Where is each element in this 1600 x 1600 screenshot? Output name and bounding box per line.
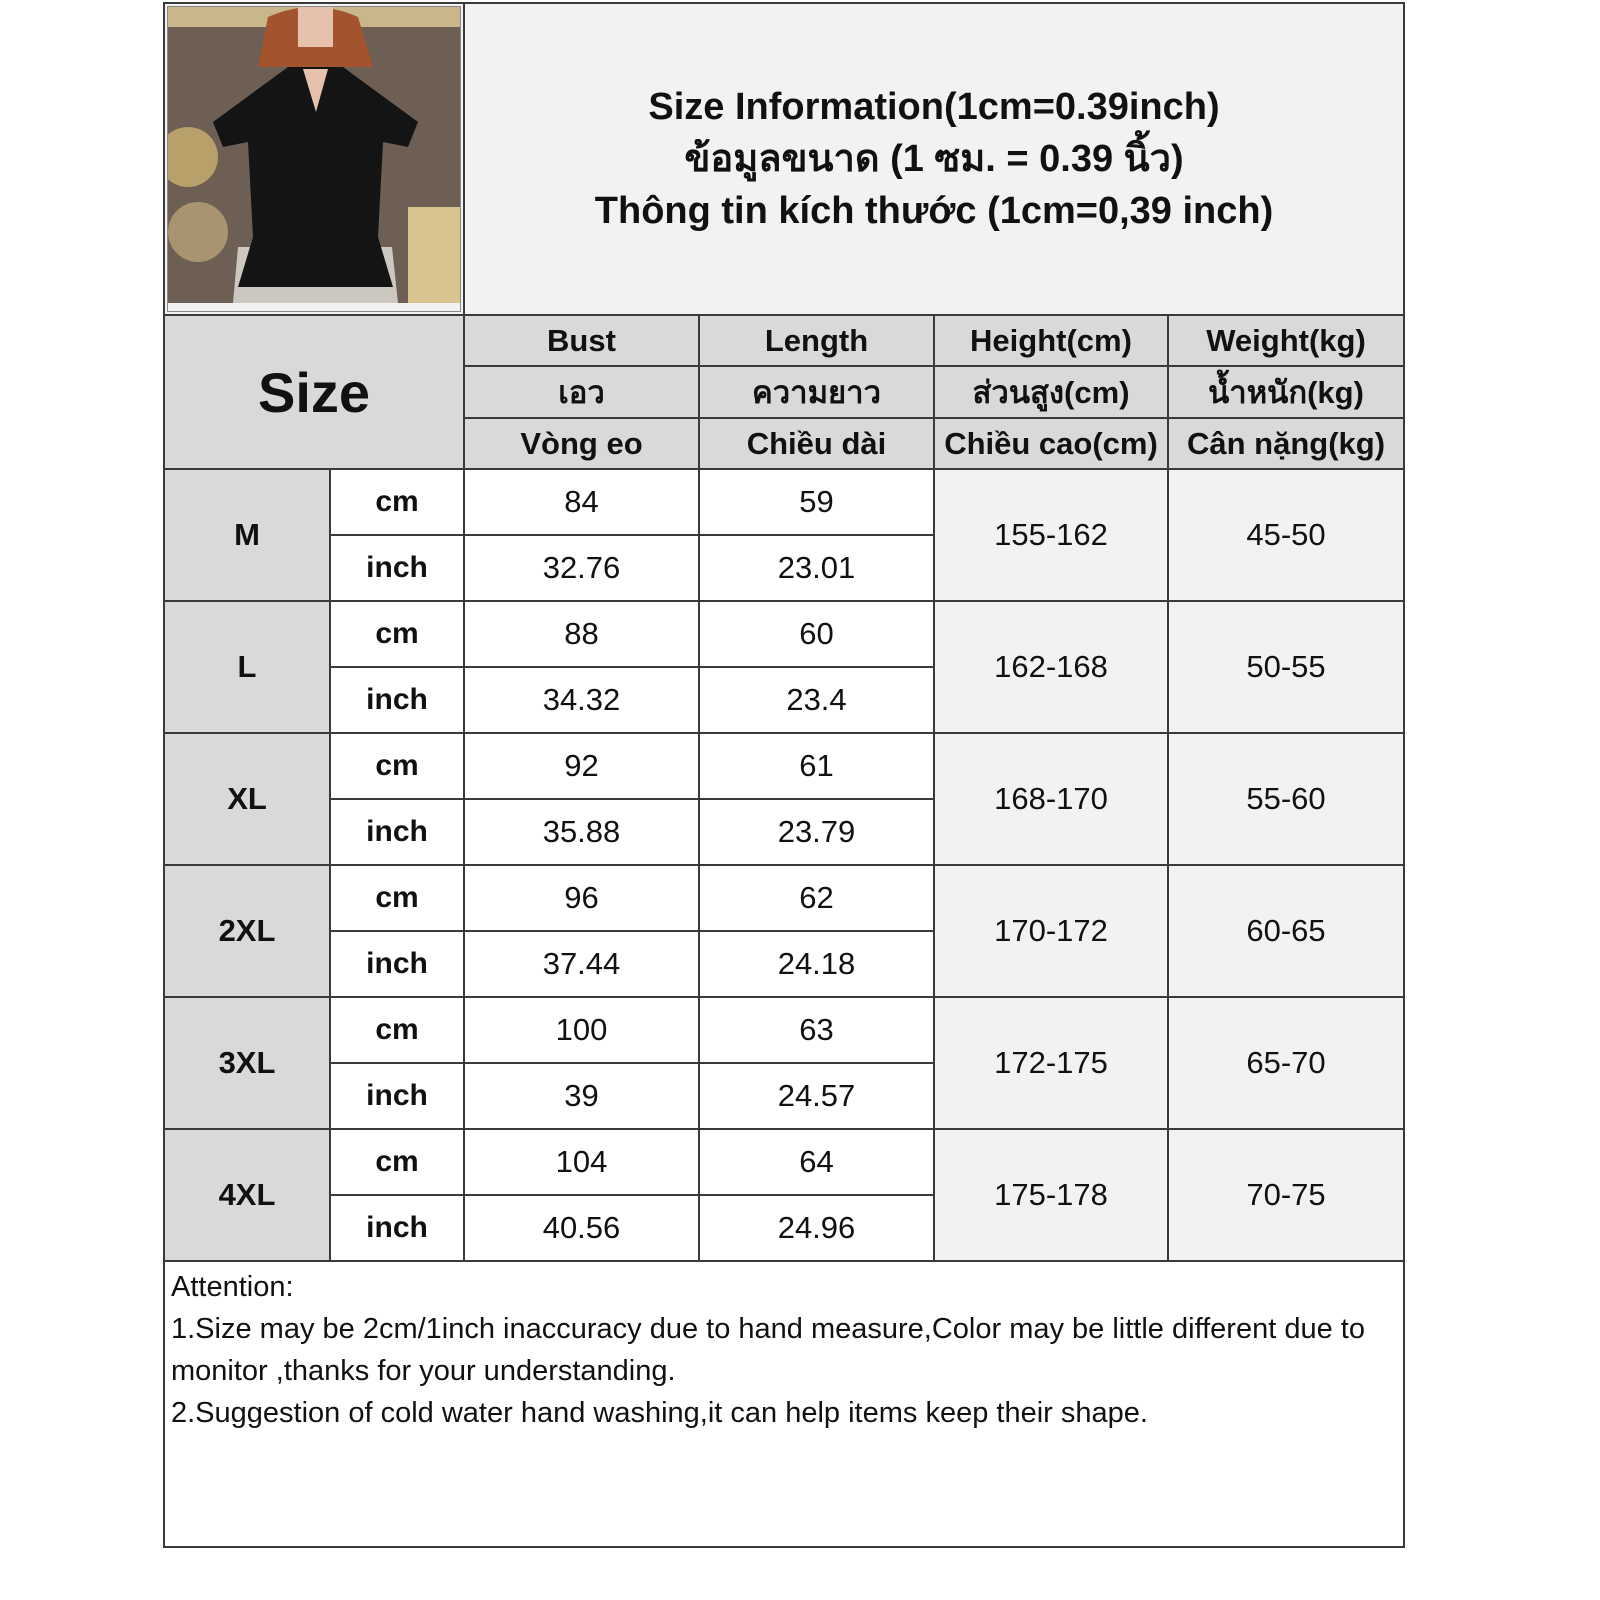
unit-inch: inch — [329, 666, 465, 734]
weight-range: 65-70 — [1166, 996, 1406, 1130]
unit-cm: cm — [329, 732, 465, 800]
length-cm: 62 — [698, 864, 935, 932]
header-length-vi: Chiều dài — [698, 417, 935, 470]
header-length-th: ความยาว — [698, 365, 935, 419]
length-inch: 24.57 — [698, 1062, 935, 1130]
length-cm: 63 — [698, 996, 935, 1064]
note-item: 1.Size may be 2cm/1inch inaccuracy due t… — [171, 1313, 1365, 1387]
unit-cm: cm — [329, 468, 465, 536]
bust-cm: 104 — [463, 1128, 700, 1196]
size-label: M — [163, 468, 331, 602]
length-inch: 24.18 — [698, 930, 935, 998]
title-vietnamese: Thông tin kích thước (1cm=0,39 inch) — [594, 190, 1274, 232]
unit-inch: inch — [329, 1194, 465, 1262]
header-weight-th: น้ำหนัก(kg) — [1166, 365, 1406, 419]
weight-range: 45-50 — [1166, 468, 1406, 602]
size-row-cm: 4XL cm 104 64 175-178 70-75 — [163, 1128, 1406, 1262]
weight-range: 50-55 — [1166, 600, 1406, 734]
weight-range: 60-65 — [1166, 864, 1406, 998]
size-row-inch: inch 40.56 24.96 — [164, 1194, 1404, 1262]
unit-inch: inch — [329, 930, 465, 998]
header-height-vi: Chiều cao(cm) — [933, 417, 1169, 470]
size-label: 2XL — [163, 864, 331, 998]
weight-range: 70-75 — [1166, 1128, 1406, 1262]
size-label: XL — [163, 732, 331, 866]
length-inch: 23.4 — [698, 666, 935, 734]
size-row-inch: inch 39 24.57 — [164, 1062, 1404, 1130]
height-range: 170-172 — [933, 864, 1169, 998]
bust-inch: 40.56 — [463, 1194, 700, 1262]
header-weight-vi: Cân nặng(kg) — [1166, 417, 1406, 470]
attention-notes: Attention: 1.Size may be 2cm/1inch inacc… — [162, 1260, 1406, 1548]
size-label: 4XL — [163, 1128, 331, 1262]
size-row-cm: 3XL cm 100 63 172-175 65-70 — [163, 996, 1406, 1130]
size-column-header: Size — [163, 314, 465, 470]
unit-cm: cm — [329, 1128, 465, 1196]
unit-cm: cm — [329, 864, 465, 932]
bust-cm: 100 — [463, 996, 700, 1064]
height-range: 155-162 — [933, 468, 1169, 602]
bust-inch: 34.32 — [463, 666, 700, 734]
bust-inch: 35.88 — [463, 798, 700, 866]
size-row-inch: inch 32.76 23.01 — [164, 534, 1404, 602]
length-inch: 23.01 — [698, 534, 935, 602]
header-length-en: Length — [698, 314, 935, 367]
bust-cm: 96 — [463, 864, 700, 932]
bust-cm: 84 — [463, 468, 700, 536]
bust-inch: 39 — [463, 1062, 700, 1130]
unit-cm: cm — [329, 600, 465, 668]
bust-cm: 92 — [463, 732, 700, 800]
header-bust-th: เอว — [463, 365, 700, 419]
size-row-inch: inch 37.44 24.18 — [164, 930, 1404, 998]
title-thai: ข้อมูลขนาด (1 ซม. = 0.39 นิ้ว) — [684, 138, 1184, 180]
size-label: 3XL — [163, 996, 331, 1130]
product-photo — [163, 2, 465, 316]
title-english: Size Information(1cm=0.39inch) — [648, 86, 1220, 128]
height-range: 168-170 — [933, 732, 1169, 866]
bust-inch: 37.44 — [463, 930, 700, 998]
unit-cm: cm — [329, 996, 465, 1064]
size-info-title: Size Information(1cm=0.39inch) ข้อมูลขนา… — [462, 2, 1406, 316]
length-inch: 24.96 — [698, 1194, 935, 1262]
size-label: L — [163, 600, 331, 734]
height-range: 175-178 — [933, 1128, 1169, 1262]
height-range: 162-168 — [933, 600, 1169, 734]
unit-inch: inch — [329, 534, 465, 602]
weight-range: 55-60 — [1166, 732, 1406, 866]
length-inch: 23.79 — [698, 798, 935, 866]
header-bust-en: Bust — [463, 314, 700, 367]
header-height-en: Height(cm) — [933, 314, 1169, 367]
unit-inch: inch — [329, 798, 465, 866]
length-cm: 59 — [698, 468, 935, 536]
product-photo-image — [168, 7, 460, 303]
note-item: 2.Suggestion of cold water hand washing,… — [171, 1397, 1148, 1429]
length-cm: 61 — [698, 732, 935, 800]
notes-heading: Attention: — [171, 1271, 294, 1303]
size-chart-table: Size Information(1cm=0.39inch) ข้อมูลขนา… — [162, 2, 1406, 1548]
size-row-cm: 2XL cm 96 62 170-172 60-65 — [163, 864, 1406, 998]
length-cm: 64 — [698, 1128, 935, 1196]
header-bust-vi: Vòng eo — [463, 417, 700, 470]
size-row-inch: inch 35.88 23.79 — [164, 798, 1404, 866]
header-height-th: ส่วนสูง(cm) — [933, 365, 1169, 419]
length-cm: 60 — [698, 600, 935, 668]
bust-inch: 32.76 — [463, 534, 700, 602]
size-row-inch: inch 34.32 23.4 — [164, 666, 1404, 734]
unit-inch: inch — [329, 1062, 465, 1130]
size-row-cm: XL cm 92 61 168-170 55-60 — [163, 732, 1406, 866]
bust-cm: 88 — [463, 600, 700, 668]
height-range: 172-175 — [933, 996, 1169, 1130]
header-weight-en: Weight(kg) — [1166, 314, 1406, 367]
